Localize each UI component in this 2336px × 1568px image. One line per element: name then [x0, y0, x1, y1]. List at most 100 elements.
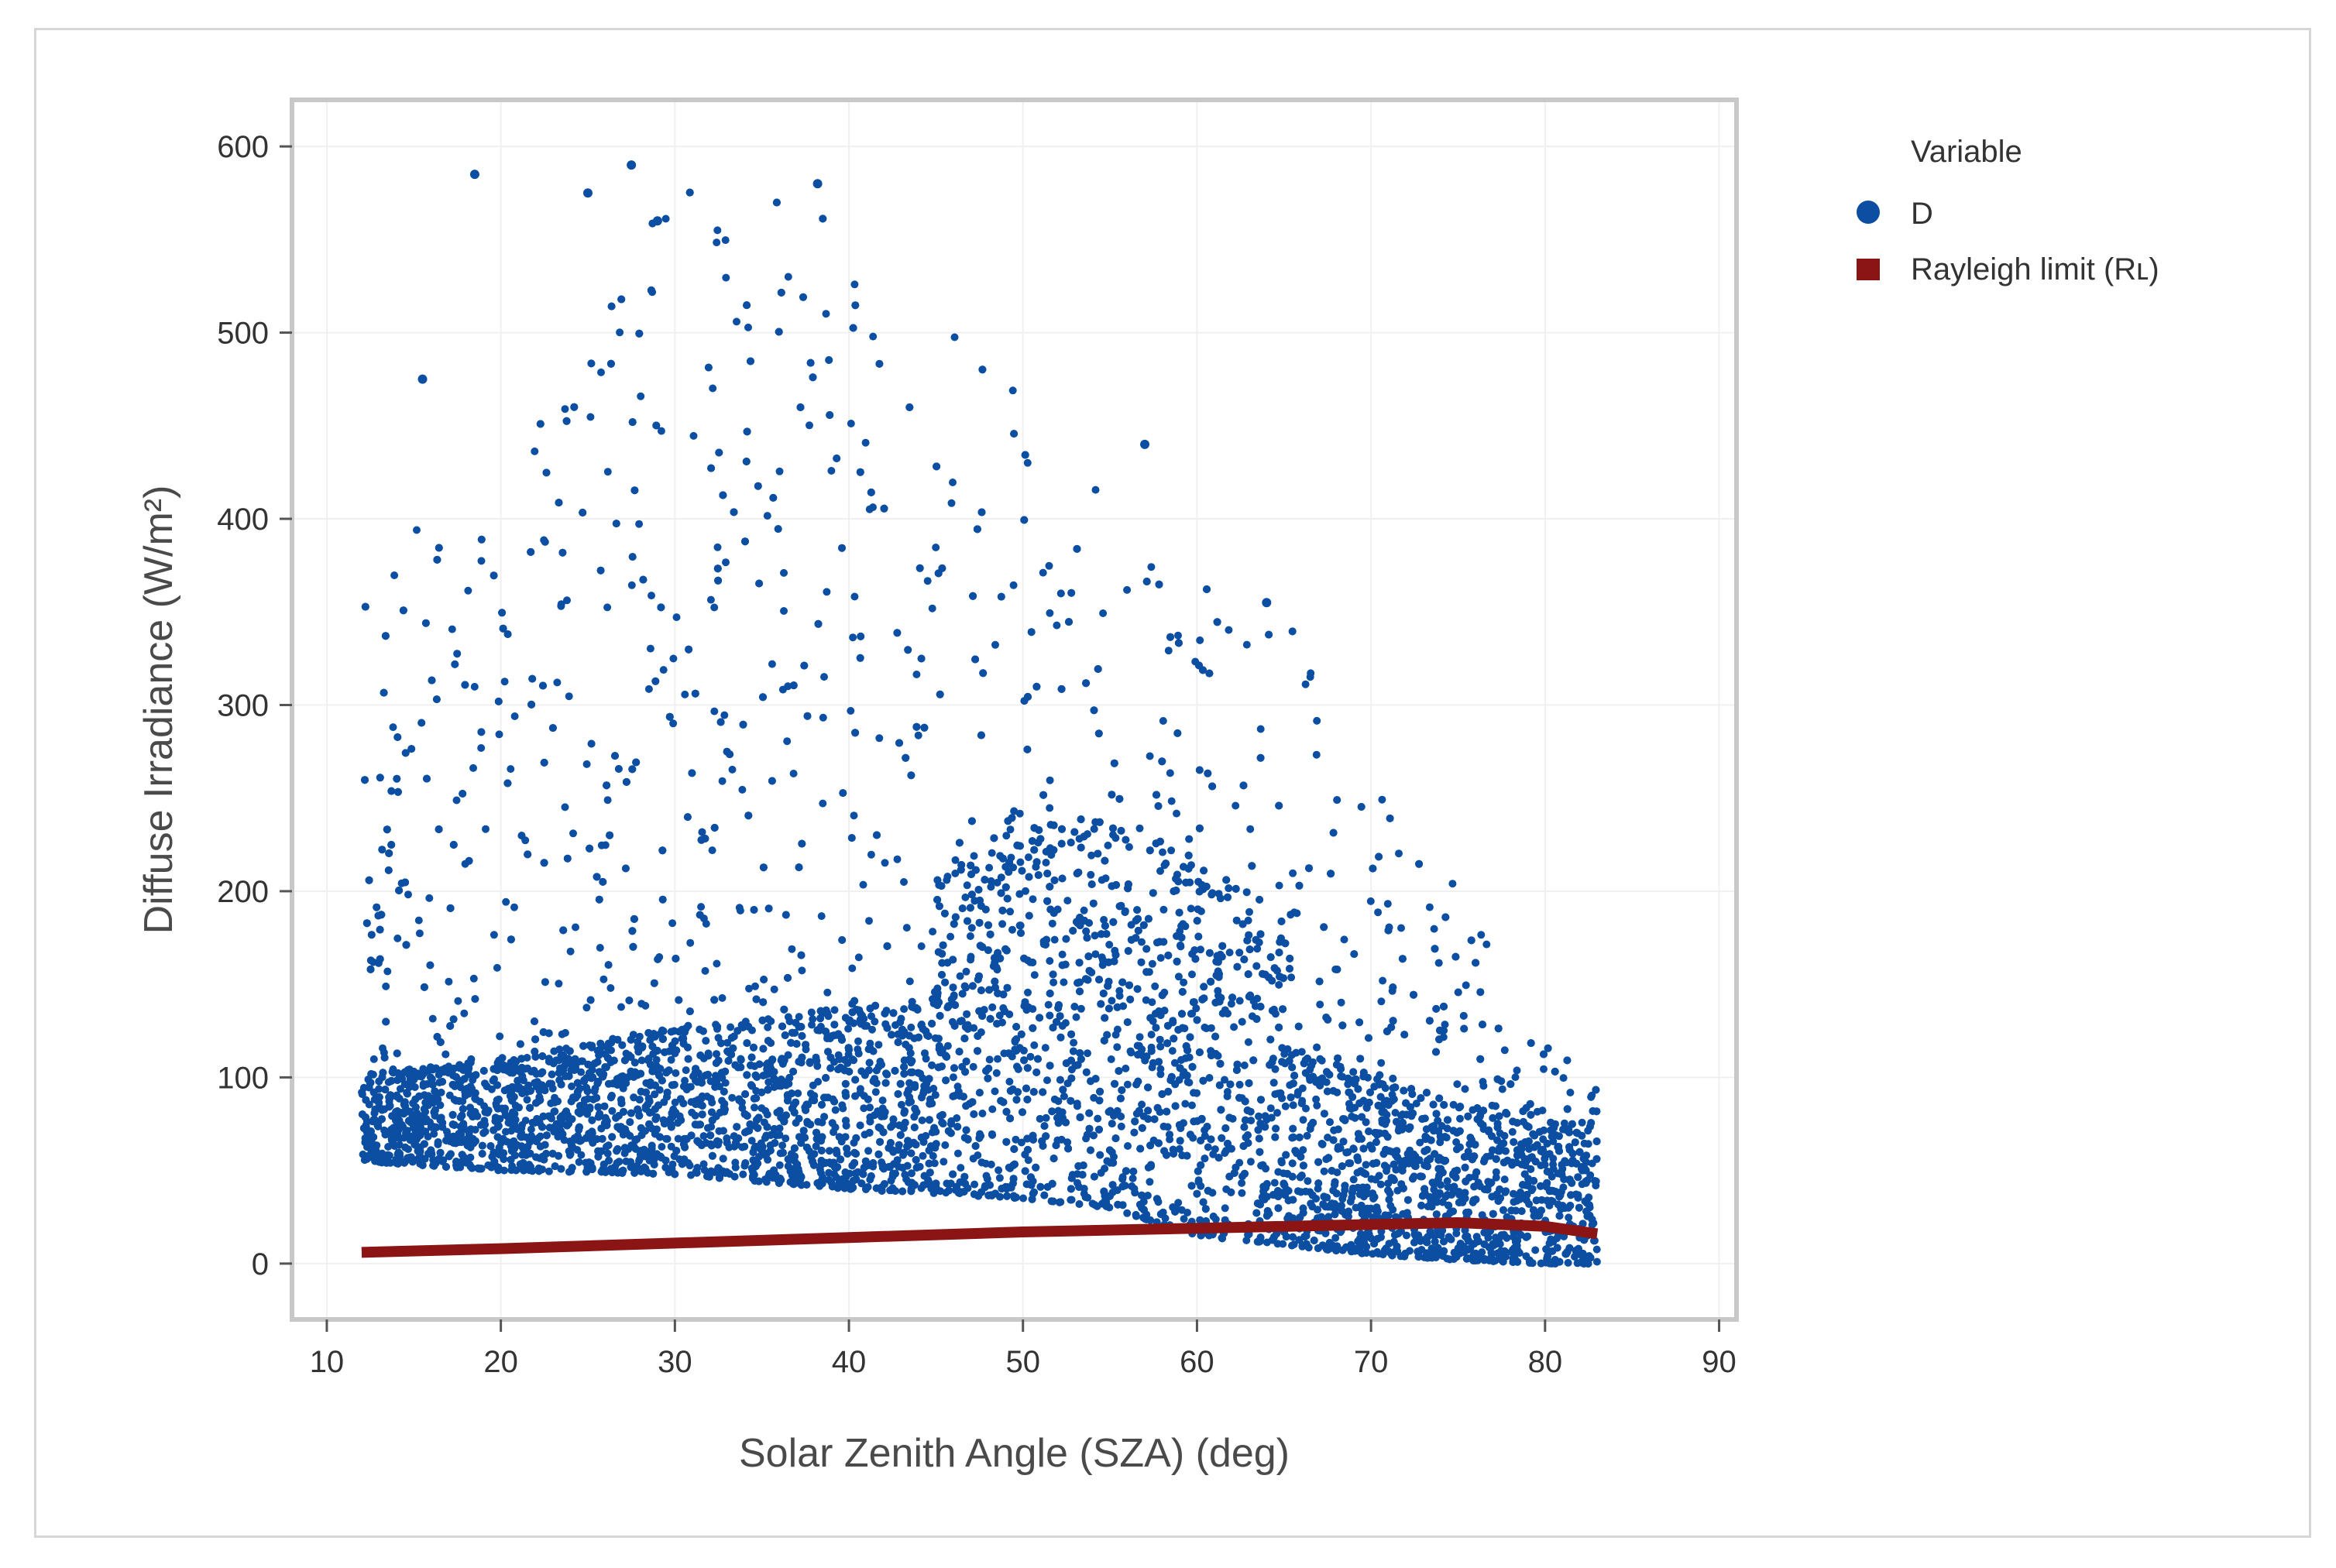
d-point: [723, 1038, 732, 1047]
d-series-points: [358, 160, 1601, 1268]
d-point: [1050, 1095, 1059, 1103]
d-point: [369, 1055, 378, 1063]
d-point: [1053, 621, 1061, 630]
d-point: [1174, 631, 1182, 640]
d-point: [917, 942, 926, 950]
d-point: [1508, 1127, 1517, 1136]
d-point: [1138, 1100, 1146, 1109]
d-point: [544, 1167, 553, 1175]
d-point: [560, 1136, 569, 1144]
d-point: [1080, 906, 1088, 914]
d-point: [970, 1024, 978, 1032]
d-point: [947, 499, 956, 507]
d-point: [775, 1161, 784, 1169]
d-point: [1123, 585, 1132, 594]
d-point: [1087, 870, 1095, 879]
d-point: [1196, 636, 1204, 644]
d-point: [864, 1147, 873, 1155]
d-point: [1281, 1102, 1290, 1110]
d-point: [540, 536, 548, 544]
d-point: [390, 571, 399, 579]
d-point: [718, 993, 727, 1002]
d-point: [727, 1023, 735, 1031]
d-point: [682, 1066, 690, 1075]
d-point: [566, 947, 575, 956]
d-point: [572, 923, 579, 932]
d-point: [396, 1085, 404, 1093]
d-point: [1513, 1066, 1521, 1075]
d-point: [637, 392, 645, 400]
d-point: [603, 468, 612, 476]
d-point: [1270, 1179, 1279, 1187]
d-point: [859, 880, 867, 889]
d-point: [708, 846, 716, 855]
d-point: [713, 238, 721, 247]
d-point: [1173, 809, 1180, 818]
d-point: [808, 1021, 816, 1029]
d-point: [465, 1130, 473, 1138]
d-point: [822, 310, 830, 318]
d-point: [1156, 866, 1164, 875]
d-point: [1211, 1145, 1219, 1154]
d-point: [596, 944, 604, 952]
d-point: [1188, 970, 1196, 979]
d-point: [1560, 1119, 1568, 1127]
d-point: [992, 1069, 1001, 1077]
d-point: [817, 912, 826, 921]
d-point: [661, 214, 670, 223]
d-point: [943, 876, 951, 884]
d-point: [1108, 997, 1116, 1005]
d-point: [929, 1084, 938, 1093]
d-point: [970, 1180, 979, 1189]
d-point: [500, 1166, 508, 1175]
d-point: [967, 924, 976, 932]
d-point: [553, 678, 562, 687]
d-point: [713, 226, 722, 235]
d-point: [703, 1093, 711, 1100]
d-point: [1070, 1038, 1078, 1047]
d-point: [988, 849, 996, 857]
d-point: [823, 988, 832, 997]
d-point: [1324, 1134, 1332, 1141]
d-point: [490, 931, 498, 939]
d-point: [806, 421, 813, 430]
d-point: [854, 1037, 862, 1045]
d-point: [1205, 1074, 1214, 1082]
d-point: [780, 607, 788, 615]
d-point: [565, 692, 573, 701]
d-point: [995, 1166, 1003, 1175]
d-point: [644, 684, 653, 693]
d-point: [1029, 895, 1037, 904]
d-point: [784, 273, 792, 281]
d-point: [568, 1083, 575, 1090]
d-point: [768, 660, 776, 668]
d-point: [720, 711, 729, 719]
d-point: [838, 1101, 847, 1110]
d-point: [946, 1179, 955, 1188]
d-point: [1320, 1167, 1328, 1175]
d-point: [700, 1166, 709, 1174]
d-point: [1207, 1024, 1215, 1032]
d-point: [943, 1041, 952, 1050]
d-point: [657, 427, 665, 435]
d-point: [1143, 1192, 1152, 1199]
d-point: [713, 543, 722, 551]
d-point: [681, 1076, 689, 1085]
d-point: [1115, 992, 1124, 1000]
d-point: [1091, 950, 1100, 959]
d-point: [1289, 1101, 1297, 1110]
d-point: [495, 730, 503, 739]
d-point: [471, 1126, 479, 1134]
d-point: [932, 544, 940, 551]
d-point: [868, 1025, 876, 1034]
d-point: [1225, 949, 1234, 957]
d-point: [634, 1038, 642, 1046]
d-point: [878, 1096, 887, 1105]
d-point: [1012, 1135, 1020, 1144]
d-point: [1148, 998, 1156, 1007]
d-point: [1045, 561, 1053, 570]
d-point: [1135, 1033, 1144, 1041]
d-point: [494, 1095, 503, 1103]
d-point: [1180, 1215, 1188, 1223]
d-point: [382, 982, 390, 990]
